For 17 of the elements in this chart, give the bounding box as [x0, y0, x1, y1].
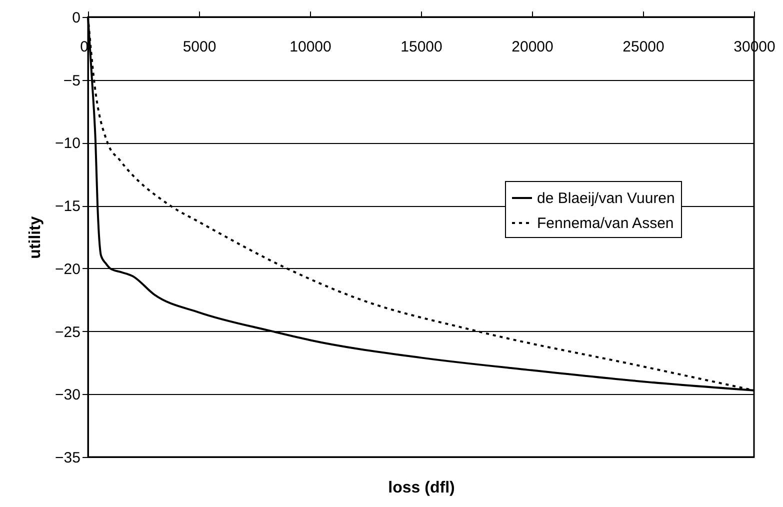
y-tick-label: −30 — [55, 386, 80, 404]
y-tick-label: −15 — [55, 198, 80, 216]
legend-label: Fennema/van Assen — [537, 215, 674, 232]
legend-label: de Blaeij/van Vuuren — [537, 190, 675, 207]
x-tick-label: 25000 — [622, 38, 664, 56]
y-axis-title: utility — [27, 216, 44, 259]
y-tick-label: 0 — [72, 10, 80, 26]
y-tick-label: −10 — [55, 135, 80, 152]
x-tick-label: 5000 — [182, 38, 216, 56]
x-tick-label: 10000 — [290, 38, 332, 56]
x-tick-label: 15000 — [400, 38, 442, 56]
x-tick-label: 20000 — [512, 38, 554, 56]
y-tick-label: −5 — [63, 72, 80, 90]
y-tick-label: −35 — [55, 450, 80, 466]
x-axis-title: loss (dfl) — [388, 480, 455, 496]
y-tick-label: −25 — [55, 324, 80, 341]
y-tick-label: −20 — [55, 260, 80, 278]
